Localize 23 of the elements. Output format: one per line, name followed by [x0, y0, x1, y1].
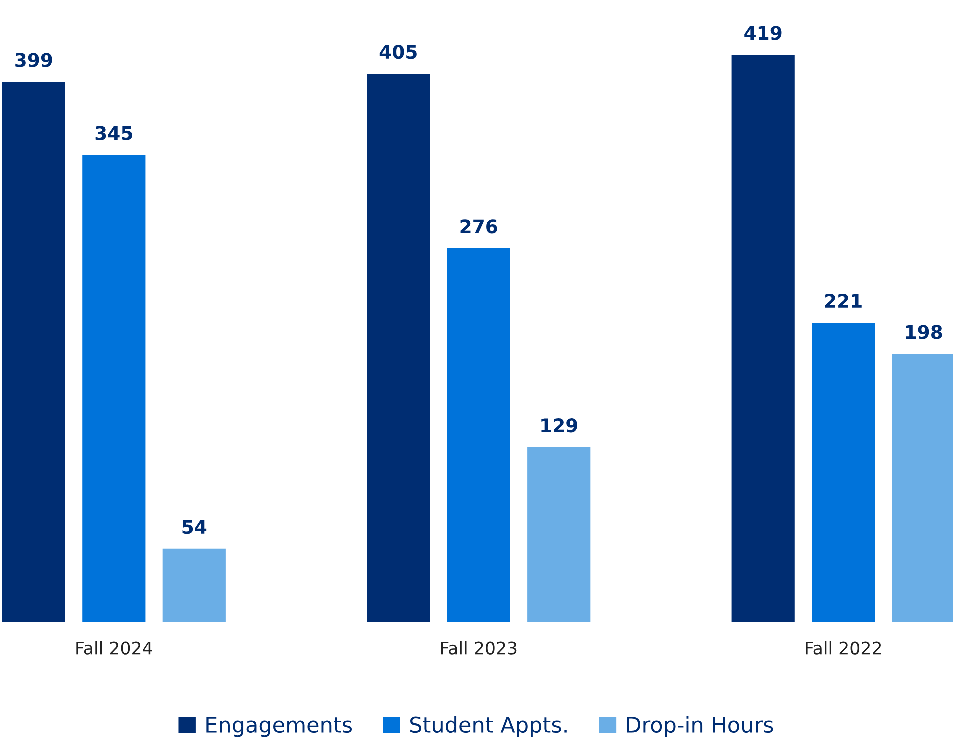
bar — [528, 447, 591, 622]
data-label: 419 — [744, 26, 782, 40]
x-tick-label: Fall 2022 — [806, 641, 882, 655]
legend-label: Engagements — [206, 717, 352, 738]
data-label: 129 — [542, 418, 578, 433]
bar — [162, 548, 226, 622]
data-label: 221 — [826, 294, 862, 308]
data-label: 198 — [906, 325, 942, 340]
legend-label: Drop-in Hours — [627, 716, 774, 738]
bar — [367, 74, 430, 622]
bar — [732, 55, 795, 622]
data-label: 405 — [380, 45, 417, 60]
x-tick-label: Fall 2024 — [76, 641, 152, 655]
data-label: 345 — [96, 126, 132, 140]
bar — [447, 248, 510, 622]
bar — [812, 322, 876, 622]
data-label: 276 — [460, 220, 498, 234]
bar — [2, 82, 66, 622]
data-label: 54 — [182, 520, 207, 534]
data-label: 399 — [16, 53, 52, 68]
x-tick-label: Fall 2023 — [441, 641, 517, 655]
legend-label: Student Appts. — [410, 716, 567, 738]
bar — [82, 155, 146, 622]
